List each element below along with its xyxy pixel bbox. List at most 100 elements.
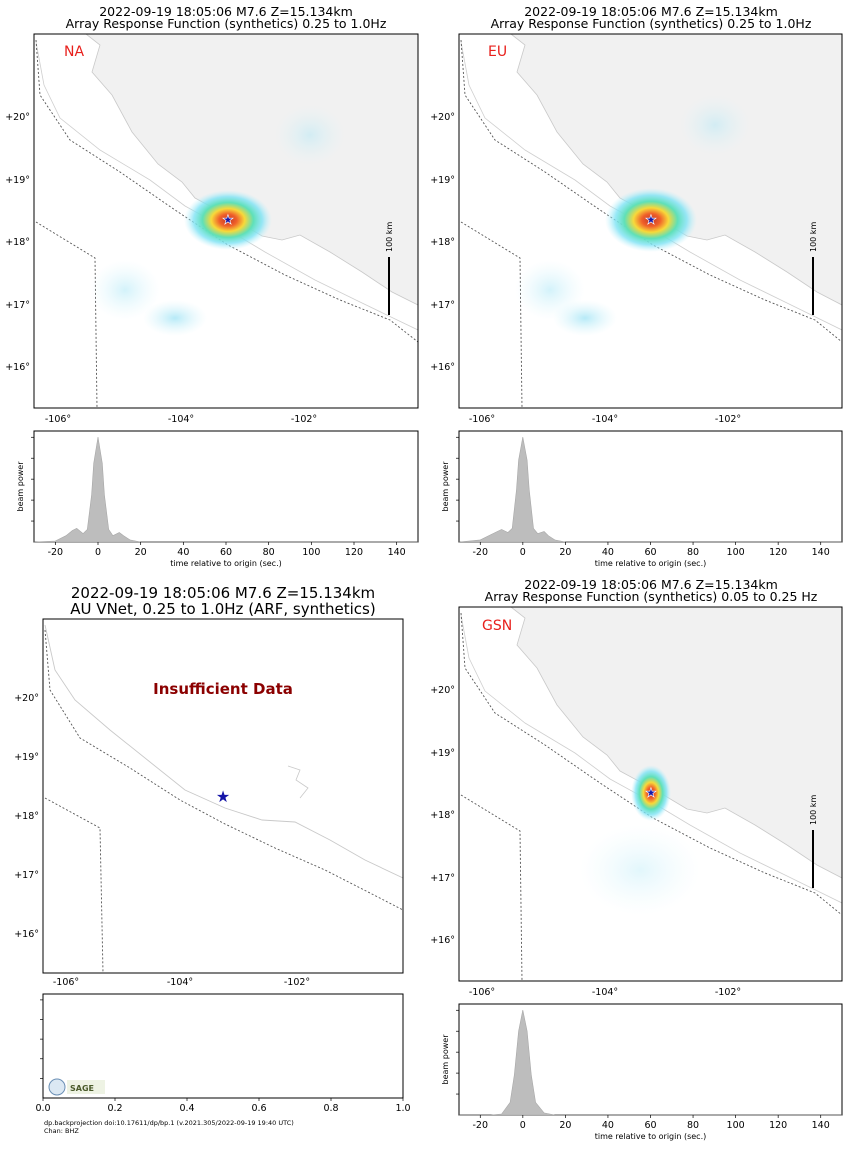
lon-ticks: -106° -104° -102° [469, 414, 741, 425]
map-eu: ★ EU 100 km [459, 34, 842, 408]
x-tick-label: 0.2 [107, 1103, 122, 1114]
panel-title-line1: 2022-09-19 18:05:06 M7.6 Z=15.134km [99, 4, 353, 19]
x-tick-label: 20 [135, 547, 147, 558]
lon-ticks: -106° -104° -102° [53, 977, 310, 988]
lat-tick: +18° [430, 810, 455, 821]
y-axis-label: beam power [441, 461, 450, 512]
x-tick-label: 40 [602, 1120, 614, 1131]
lon-tick: -102° [284, 977, 310, 988]
x-tick-label: -20 [473, 1120, 489, 1131]
beam-power-area [459, 1009, 842, 1116]
x-tick-label: -20 [473, 547, 489, 558]
panel-na: 2022-09-19 18:05:06 M7.6 Z=15.134km Arra… [5, 4, 419, 568]
x-axis-label: time relative to origin (sec.) [170, 559, 282, 568]
x-tick-label: 80 [263, 547, 275, 558]
lon-ticks: -106° -104° -102° [469, 987, 741, 998]
lat-tick: +16° [430, 935, 455, 946]
network-label: GSN [482, 618, 512, 634]
sidelobe [680, 95, 750, 155]
panel-gsn: 2022-09-19 18:05:06 M7.6 Z=15.134km Arra… [430, 577, 843, 1141]
panel-eu: 2022-09-19 18:05:06 M7.6 Z=15.134km Arra… [430, 4, 843, 568]
lon-ticks: -106° -104° -102° [45, 414, 317, 425]
plate-boundary [460, 221, 523, 408]
lat-ticks: +20° +19° +18° +17° +16° [14, 693, 39, 940]
lat-tick: +16° [14, 929, 39, 940]
lat-tick: +18° [14, 811, 39, 822]
x-tick-label: 0.4 [179, 1103, 194, 1114]
x-tick-label: 0 [95, 547, 101, 558]
beam-power-area [33, 436, 418, 543]
lat-ticks: +20° +19° +18° +17° +16° [5, 112, 30, 373]
plate-boundary [460, 794, 523, 981]
insufficient-data-label: Insufficient Data [153, 680, 293, 698]
beam-plot-na: -20 0 20 40 60 80 100 120 140 time relative to or… [16, 430, 419, 568]
beam-max [631, 765, 671, 821]
sidelobe [580, 825, 700, 915]
sage-logo: SAGE [48, 1078, 105, 1096]
lake [287, 765, 309, 799]
x-tick-label: 100 [727, 547, 745, 558]
x-tick-label: 120 [345, 547, 363, 558]
lon-tick: -106° [45, 414, 71, 425]
x-tick-label: 80 [687, 547, 699, 558]
lon-tick: -102° [715, 414, 741, 425]
x-tick-label: 80 [687, 1120, 699, 1131]
lon-tick: -106° [53, 977, 79, 988]
x-tick-label: 20 [559, 1120, 571, 1131]
x-tick-label: 0.6 [251, 1103, 266, 1114]
lat-tick: +20° [430, 685, 455, 696]
plate-boundary [44, 797, 104, 973]
map-na: ★ NA 100 km [34, 34, 418, 408]
lon-tick: -102° [291, 414, 317, 425]
y-axis-label: beam power [16, 461, 25, 512]
sidelobe [515, 260, 585, 320]
logo-globe-icon [48, 1078, 66, 1096]
scale-label: 100 km [809, 795, 818, 825]
lat-tick: +19° [430, 175, 455, 186]
panel-title-line2: Array Response Function (synthetics) 0.0… [485, 589, 818, 604]
lon-tick: -104° [592, 414, 618, 425]
lat-tick: +16° [430, 362, 455, 373]
panel-title-line1: 2022-09-19 18:05:06 M7.6 Z=15.134km [71, 584, 375, 602]
panel-au: 2022-09-19 18:05:06 M7.6 Z=15.134km AU V… [14, 584, 410, 1135]
lat-tick: +16° [5, 362, 30, 373]
x-tick-label: 40 [177, 547, 189, 558]
lat-tick: +17° [430, 300, 455, 311]
x-tick-label: 0.8 [323, 1103, 338, 1114]
lat-ticks: +20° +19° +18° +17° +16° [430, 112, 455, 373]
beam-plot-gsn: -20 0 20 40 60 80 100 120 140 time relative to or… [441, 1003, 843, 1141]
map-frame [33, 33, 419, 409]
map-gsn: ★ GSN 100 km [459, 607, 842, 981]
x-tick-label: 140 [812, 547, 830, 558]
lat-tick: +20° [5, 112, 30, 123]
x-tick-label: 0 [520, 1120, 526, 1131]
network-label: EU [488, 44, 507, 60]
x-tick-label: 1.0 [395, 1103, 410, 1114]
lat-tick: +18° [430, 237, 455, 248]
sidelobe [275, 105, 345, 165]
footer-channel: Chan: BHZ [44, 1127, 79, 1135]
panel-title-line2: AU VNet, 0.25 to 1.0Hz (ARF, synthetics) [70, 600, 375, 618]
epicenter-star-icon: ★ [645, 213, 657, 228]
logo-text: SAGE [70, 1084, 94, 1093]
epicenter-star-icon: ★ [216, 787, 230, 806]
lon-tick: -104° [167, 977, 193, 988]
x-tick-label: 20 [559, 547, 571, 558]
scale-label: 100 km [809, 222, 818, 252]
lat-tick: +19° [5, 175, 30, 186]
x-tick-label: 60 [644, 547, 656, 558]
lon-tick: -102° [715, 987, 741, 998]
panel-title-line2: Array Response Function (synthetics) 0.2… [491, 16, 812, 31]
lon-tick: -104° [168, 414, 194, 425]
lat-ticks: +20° +19° +18° +17° +16° [430, 685, 455, 946]
panel-title-line1: 2022-09-19 18:05:06 M7.6 Z=15.134km [524, 4, 778, 19]
lat-tick: +17° [14, 870, 39, 881]
y-axis-label: beam power [441, 1034, 450, 1085]
map-frame [458, 606, 843, 982]
x-axis-label: time relative to origin (sec.) [595, 1132, 707, 1141]
map-au: Insufficient Data ★ [43, 619, 403, 973]
beam-plot-au: 0.0 0.2 0.4 0.6 0.8 1.0 [35, 993, 411, 1114]
x-axis-label: time relative to origin (sec.) [595, 559, 707, 568]
sidelobe [90, 260, 160, 320]
